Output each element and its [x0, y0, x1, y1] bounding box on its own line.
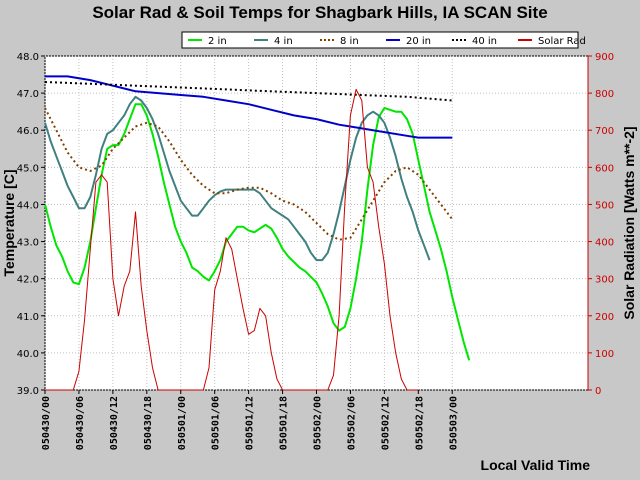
series-line-20-in	[45, 75, 453, 139]
y-tick-label: 48.0	[17, 52, 39, 63]
y2-tick-label: 800	[595, 89, 614, 100]
x-axis-title: Local Valid Time	[481, 457, 591, 473]
x-tick-label: 050430/12	[109, 396, 120, 450]
y2-tick-label: 500	[595, 200, 614, 211]
legend-label: 40 in	[472, 36, 497, 47]
y2-tick-label: 900	[595, 52, 614, 63]
x-tick-label: 050502/06	[346, 396, 357, 450]
legend: 2 in 4 in 8 in 20 in 40 in Solar Rad	[181, 31, 586, 49]
y-tick-label: 43.0	[17, 238, 39, 249]
x-tick-label: 050501/18	[279, 396, 290, 450]
y2-tick-label: 400	[595, 238, 614, 249]
x-tick-label: 050501/12	[245, 396, 256, 450]
y2-axis-title: Solar Radiation [Watts m**-2]	[621, 126, 637, 319]
legend-label: 4 in	[274, 36, 293, 47]
y-tick-label: 46.0	[17, 126, 39, 137]
grid	[44, 55, 588, 391]
y2-tick-label: 200	[595, 312, 614, 323]
y-tick-label: 47.0	[17, 89, 39, 100]
y2-tick-label: 300	[595, 275, 614, 286]
x-tick-label: 050430/00	[41, 396, 52, 450]
x-tick-label: 050502/00	[313, 396, 324, 450]
series-line-2-in	[44, 103, 471, 361]
legend-label: 2 in	[208, 36, 227, 47]
legend-label: 20 in	[406, 36, 431, 47]
legend-label: 8 in	[340, 36, 359, 47]
y2-tick-label: 0	[595, 386, 601, 397]
legend-label: Solar Rad	[538, 36, 586, 47]
x-tick-label: 050430/18	[143, 396, 154, 450]
x-tick-label: 050502/18	[414, 396, 425, 450]
axes: 39.0 40.0 41.0 42.0 43.0 44.0 45.0 46.0 47.0 48.0…	[17, 52, 614, 450]
x-tick-label: 050501/00	[177, 396, 188, 450]
series-group	[44, 75, 471, 391]
y-tick-label: 44.0	[17, 200, 39, 211]
y-tick-label: 45.0	[17, 163, 39, 174]
legend-box	[181, 31, 579, 49]
x-tick-label: 050503/00	[448, 396, 459, 450]
y2-tick-label: 100	[595, 349, 614, 360]
y2-tick-label: 600	[595, 163, 614, 174]
y-axis-title: Temperature [C]	[1, 169, 17, 276]
x-tick-label: 050502/12	[380, 396, 391, 450]
y-tick-label: 42.0	[17, 275, 39, 286]
series-line-8-in	[44, 107, 454, 241]
series-line-solar-rad	[45, 88, 419, 391]
chart-title: Solar Rad & Soil Temps for Shagbark Hill…	[92, 3, 547, 22]
y-tick-label: 41.0	[17, 312, 39, 323]
x-tick-label: 050501/06	[211, 396, 222, 450]
y-tick-label: 39.0	[17, 386, 39, 397]
y-tick-label: 40.0	[17, 349, 39, 360]
x-tick-label: 050430/06	[75, 396, 86, 450]
y2-tick-label: 700	[595, 126, 614, 137]
